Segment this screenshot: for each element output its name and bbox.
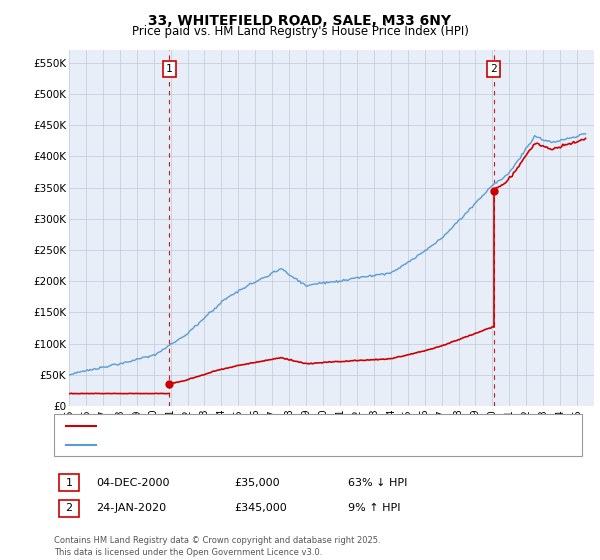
Text: 24-JAN-2020: 24-JAN-2020	[96, 503, 166, 514]
Text: 33, WHITEFIELD ROAD, SALE, M33 6NY: 33, WHITEFIELD ROAD, SALE, M33 6NY	[149, 14, 452, 28]
Text: 1: 1	[166, 64, 173, 74]
Text: £345,000: £345,000	[234, 503, 287, 514]
Text: 33, WHITEFIELD ROAD, SALE, M33 6NY (semi-detached house): 33, WHITEFIELD ROAD, SALE, M33 6NY (semi…	[102, 421, 427, 431]
Text: Contains HM Land Registry data © Crown copyright and database right 2025.
This d: Contains HM Land Registry data © Crown c…	[54, 536, 380, 557]
Text: 1: 1	[65, 478, 73, 488]
Text: 2: 2	[490, 64, 497, 74]
Text: HPI: Average price, semi-detached house, Trafford: HPI: Average price, semi-detached house,…	[102, 440, 364, 450]
Text: Price paid vs. HM Land Registry's House Price Index (HPI): Price paid vs. HM Land Registry's House …	[131, 25, 469, 38]
Text: 2: 2	[65, 503, 73, 514]
Text: 9% ↑ HPI: 9% ↑ HPI	[348, 503, 401, 514]
Text: £35,000: £35,000	[234, 478, 280, 488]
Text: 63% ↓ HPI: 63% ↓ HPI	[348, 478, 407, 488]
Text: 04-DEC-2000: 04-DEC-2000	[96, 478, 170, 488]
